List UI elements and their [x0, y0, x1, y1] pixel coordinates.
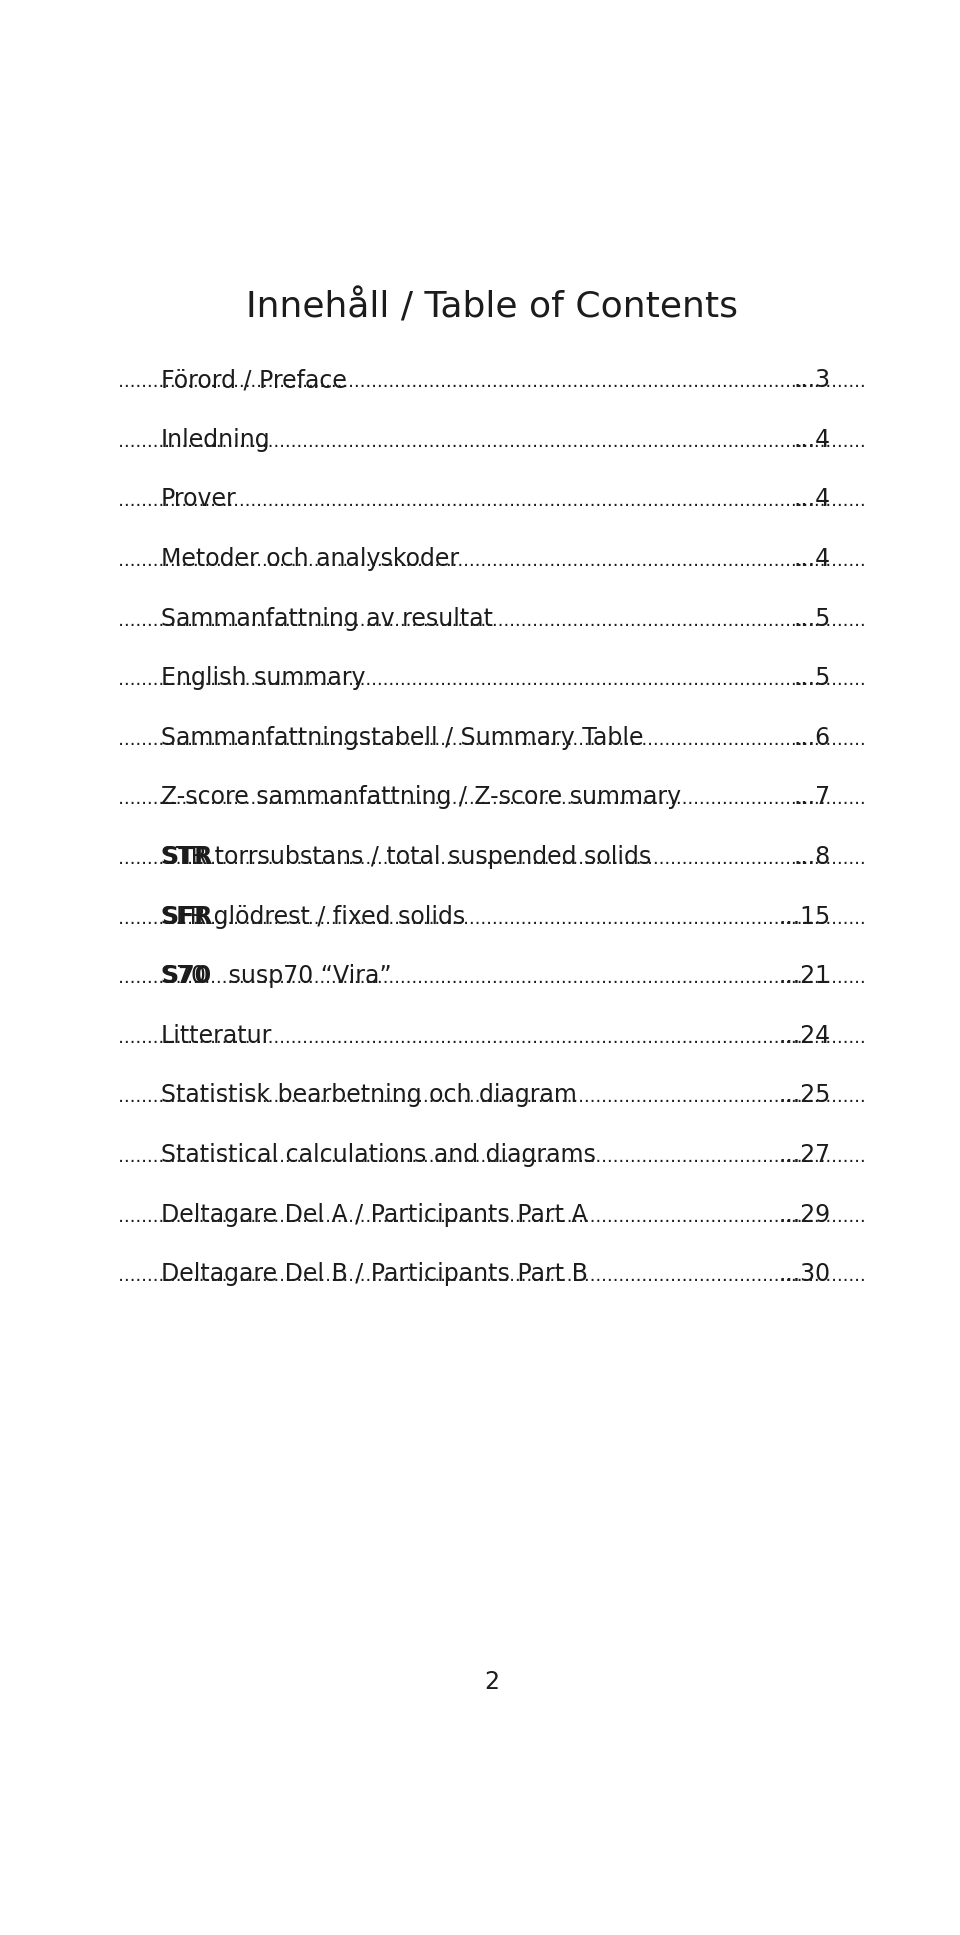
Text: ................................................................................: ........................................…	[0, 491, 960, 511]
Text: Metoder och analyskoder: Metoder och analyskoder	[161, 548, 459, 571]
Text: ...3: ...3	[793, 368, 830, 393]
Text: ...24: ...24	[779, 1024, 830, 1047]
Text: ...5: ...5	[793, 606, 830, 631]
Text: ................................................................................: ........................................…	[0, 1267, 960, 1285]
Text: ................................................................................: ........................................…	[0, 789, 960, 809]
Text: ...15: ...15	[779, 904, 830, 929]
Text: ................................................................................: ........................................…	[0, 671, 960, 689]
Text: SFR: SFR	[161, 904, 212, 929]
Text: Z-score sammanfattning / Z-score summary: Z-score sammanfattning / Z-score summary	[161, 786, 681, 809]
Text: ...6: ...6	[793, 726, 830, 749]
Text: Innehåll / Table of Contents: Innehåll / Table of Contents	[246, 288, 738, 323]
Text: ...4: ...4	[793, 488, 830, 511]
Text: STR: STR	[161, 846, 212, 869]
Text: Sammanfattningstabell / Summary Table: Sammanfattningstabell / Summary Table	[161, 726, 643, 749]
Text: Statistisk bearbetning och diagram: Statistisk bearbetning och diagram	[161, 1084, 577, 1107]
Text: ...8: ...8	[793, 846, 830, 869]
Text: S70   susp70 “Vira”: S70 susp70 “Vira”	[161, 964, 392, 989]
Text: ...7: ...7	[793, 786, 830, 809]
Text: ................................................................................: ........................................…	[0, 433, 960, 451]
Text: ................................................................................: ........................................…	[0, 731, 960, 749]
Text: ................................................................................: ........................................…	[0, 909, 960, 927]
Text: 2: 2	[485, 1670, 499, 1695]
Text: ................................................................................: ........................................…	[0, 611, 960, 629]
Text: ................................................................................: ........................................…	[0, 1207, 960, 1225]
Text: ...27: ...27	[779, 1144, 830, 1167]
Text: Litteratur: Litteratur	[161, 1024, 273, 1047]
Text: ...4: ...4	[793, 548, 830, 571]
Text: ...25: ...25	[779, 1084, 830, 1107]
Text: ...5: ...5	[793, 666, 830, 691]
Text: Statistical calculations and diagrams: Statistical calculations and diagrams	[161, 1144, 596, 1167]
Text: ...4: ...4	[793, 428, 830, 451]
Text: ................................................................................: ........................................…	[0, 849, 960, 869]
Text: S70: S70	[161, 964, 211, 989]
Text: ...21: ...21	[779, 964, 830, 989]
Text: Deltagare Del A / Participants Part A: Deltagare Del A / Participants Part A	[161, 1202, 588, 1227]
Text: Inledning: Inledning	[161, 428, 271, 451]
Text: Sammanfattning av resultat: Sammanfattning av resultat	[161, 606, 492, 631]
Text: ................................................................................: ........................................…	[0, 1147, 960, 1167]
Text: ................................................................................: ........................................…	[0, 1087, 960, 1107]
Text: ................................................................................: ........................................…	[0, 373, 960, 391]
Text: ................................................................................: ........................................…	[0, 551, 960, 571]
Text: STR torrsubstans / total suspended solids: STR torrsubstans / total suspended solid…	[161, 846, 651, 869]
Text: SFR glödrest / fixed solids: SFR glödrest / fixed solids	[161, 904, 466, 929]
Text: ................................................................................: ........................................…	[0, 969, 960, 987]
Text: Deltagare Del B / Participants Part B: Deltagare Del B / Participants Part B	[161, 1262, 588, 1287]
Text: ...30: ...30	[779, 1262, 830, 1287]
Text: ...29: ...29	[779, 1202, 830, 1227]
Text: ................................................................................: ........................................…	[0, 1029, 960, 1047]
Text: Förord / Preface: Förord / Preface	[161, 368, 347, 393]
Text: English summary: English summary	[161, 666, 366, 691]
Text: Prover: Prover	[161, 488, 237, 511]
